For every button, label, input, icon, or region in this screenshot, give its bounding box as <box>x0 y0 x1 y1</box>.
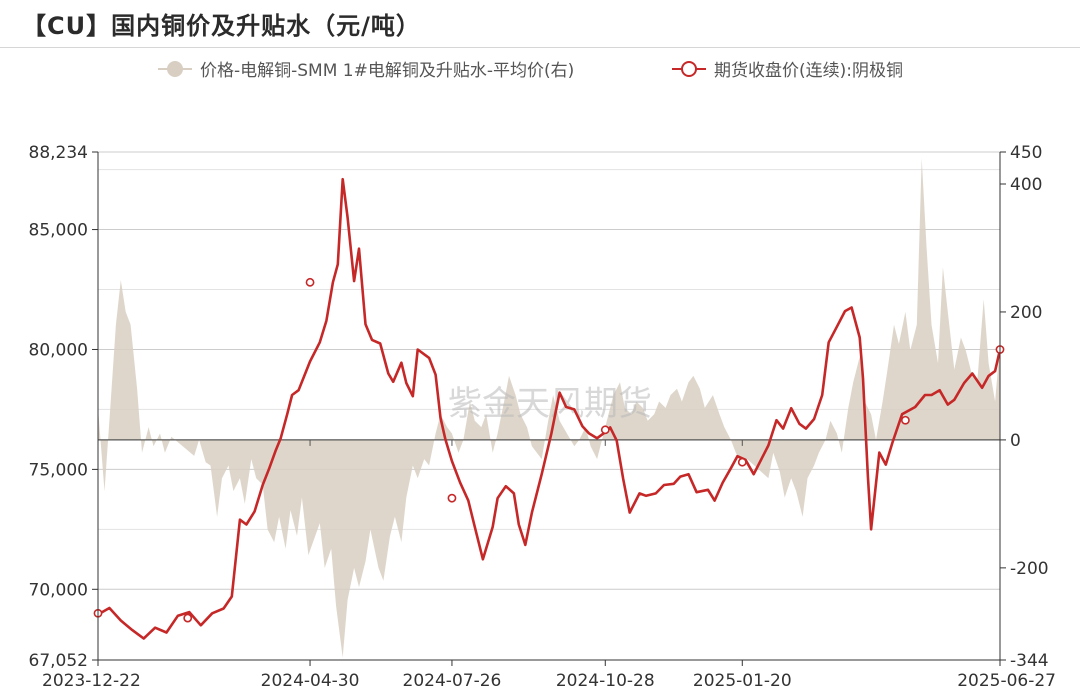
chart-title: 【CU】国内铜价及升贴水（元/吨） <box>22 12 421 40</box>
legend-swatch-futures <box>672 59 706 79</box>
y-left-tick-label: 70,000 <box>29 580 88 600</box>
legend-label-spread: 价格-电解铜-SMM 1#电解铜及升贴水-平均价(右) <box>200 61 575 81</box>
y-left-tick-label: 88,234 <box>29 143 88 163</box>
x-tick-label: 2025-06-27 <box>957 671 1056 691</box>
y-left-tick-label: 85,000 <box>29 221 88 241</box>
x-tick-label: 2023-12-22 <box>42 671 141 691</box>
legend-item-spread[interactable]: 价格-电解铜-SMM 1#电解铜及升贴水-平均价(右) <box>158 56 574 81</box>
y-right-tick-label: 0 <box>1010 431 1021 451</box>
futures-price-marker <box>305 277 315 287</box>
futures-price-marker <box>900 415 910 425</box>
y-right-tick-label: 200 <box>1010 303 1042 323</box>
legend-label-futures: 期货收盘价(连续):阴极铜 <box>714 61 903 81</box>
x-tick-label: 2024-07-26 <box>403 671 502 691</box>
y-left-tick-label: 80,000 <box>29 340 88 360</box>
futures-price-line <box>97 177 1002 640</box>
y-left-tick-label: 75,000 <box>29 460 88 480</box>
watermark-text: 紫金天风期货 <box>448 384 652 424</box>
chart-legend: 价格-电解铜-SMM 1#电解铜及升贴水-平均价(右) 期货收盘价(连续):阴极… <box>0 56 1080 82</box>
legend-swatch-spread <box>158 59 192 79</box>
y-right-tick-label: -200 <box>1010 559 1049 579</box>
x-tick-label: 2024-04-30 <box>261 671 360 691</box>
y-right-tick-label: 400 <box>1010 175 1042 195</box>
futures-price-marker <box>600 425 610 435</box>
futures-price-marker <box>737 457 747 467</box>
spread-area <box>98 158 1000 658</box>
x-tick-label: 2024-10-28 <box>556 671 655 691</box>
futures-price-marker <box>447 493 457 503</box>
legend-item-futures[interactable]: 期货收盘价(连续):阴极铜 <box>672 56 903 81</box>
x-tick-label: 2025-01-20 <box>693 671 792 691</box>
y-left-tick-label: 67,052 <box>29 651 88 671</box>
y-right-tick-label: -344 <box>1010 651 1049 671</box>
title-divider <box>0 47 1080 48</box>
futures-price-marker <box>183 613 193 623</box>
y-right-tick-label: 450 <box>1010 143 1042 163</box>
